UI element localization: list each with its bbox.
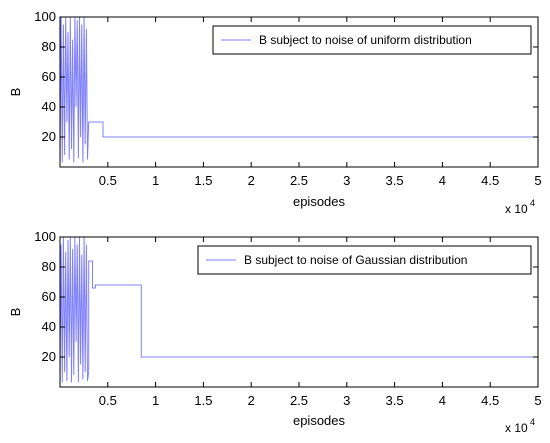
x-tick-label: 2.5 bbox=[290, 173, 308, 188]
y-tick-label: 100 bbox=[34, 229, 56, 244]
x-tick-label: 4 bbox=[439, 393, 446, 408]
x-tick-label: 1 bbox=[152, 393, 159, 408]
x-tick-label: 4 bbox=[439, 173, 446, 188]
y-tick-label: 100 bbox=[34, 9, 56, 24]
y-tick-label: 60 bbox=[42, 289, 56, 304]
y-axis-label: B bbox=[8, 308, 23, 317]
x-tick-label: 5 bbox=[534, 393, 541, 408]
y-tick-label: 60 bbox=[42, 69, 56, 84]
series-line bbox=[59, 16, 538, 163]
x-tick-label: 4.5 bbox=[481, 393, 499, 408]
legend-entry: B subject to noise of Gaussian distribut… bbox=[244, 253, 467, 267]
chart-panel-1: 0.5 1 1.5 2 2.5 3 3.5 4 4.5 5 20 40 60 80 100 episodes B… bbox=[8, 9, 542, 216]
x-tick-label: 1 bbox=[152, 173, 159, 188]
x-multiplier-exponent: 4 bbox=[530, 198, 535, 208]
x-axis-label: episodes bbox=[293, 413, 346, 428]
x-tick-label: 4.5 bbox=[481, 173, 499, 188]
y-tick-label: 20 bbox=[42, 129, 56, 144]
legend-box bbox=[197, 245, 532, 275]
series-line bbox=[59, 236, 538, 383]
x-tick-label: 1.5 bbox=[194, 393, 212, 408]
x-tick-label: 0.5 bbox=[99, 393, 117, 408]
x-tick-label: 5 bbox=[534, 173, 541, 188]
x-tick-label: 2 bbox=[248, 173, 255, 188]
x-tick-label: 3.5 bbox=[386, 393, 404, 408]
y-tick-label: 40 bbox=[42, 319, 56, 334]
x-axis-label: episodes bbox=[293, 194, 346, 209]
x-tick-label: 3 bbox=[343, 393, 350, 408]
x-multiplier-label: x 10 bbox=[505, 202, 528, 216]
x-tick-label: 3 bbox=[343, 173, 350, 188]
x-tick-label: 2 bbox=[248, 393, 255, 408]
y-tick-label: 80 bbox=[42, 259, 56, 274]
legend-box bbox=[212, 25, 532, 55]
legend-entry: B subject to noise of uniform distributi… bbox=[259, 33, 472, 47]
x-multiplier-label: x 10 bbox=[505, 421, 528, 435]
x-tick-label: 0.5 bbox=[99, 173, 117, 188]
y-tick-label: 40 bbox=[42, 99, 56, 114]
y-tick-label: 20 bbox=[42, 349, 56, 364]
y-axis-label: B bbox=[8, 88, 23, 97]
x-tick-label: 1.5 bbox=[194, 173, 212, 188]
x-tick-label: 3.5 bbox=[386, 173, 404, 188]
chart-panel-2: 0.5 1 1.5 2 2.5 3 3.5 4 4.5 5 20 40 60 80 100 episodes B… bbox=[8, 229, 542, 435]
x-tick-label: 2.5 bbox=[290, 393, 308, 408]
y-tick-label: 80 bbox=[42, 39, 56, 54]
x-multiplier-exponent: 4 bbox=[530, 417, 535, 427]
